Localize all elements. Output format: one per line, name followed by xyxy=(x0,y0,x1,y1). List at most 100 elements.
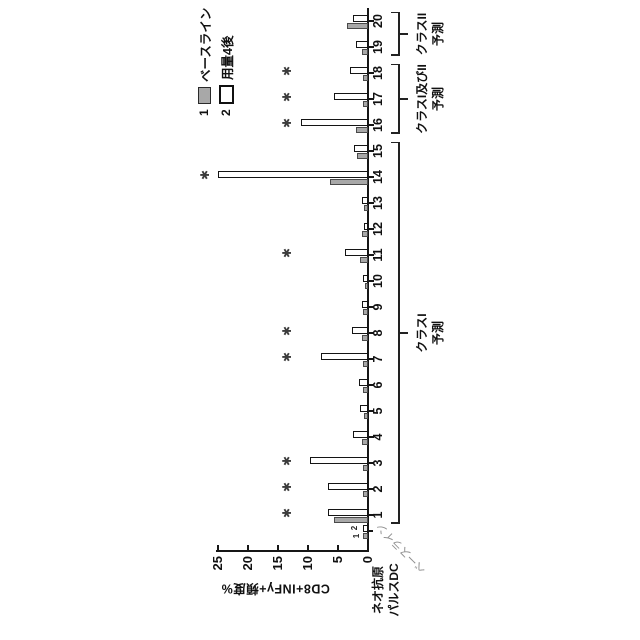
bracket-hook-right xyxy=(391,142,399,144)
bar-baseline-cat5 xyxy=(364,413,368,419)
bracket-hook-left xyxy=(391,132,399,134)
baseline-group-tick xyxy=(369,530,373,532)
bracket-hook-right xyxy=(391,64,399,66)
legend: 1 ベースライン 2 用量4後 xyxy=(193,8,237,116)
bar-dose4-cat5 xyxy=(360,405,368,412)
bar-dose4-cat14 xyxy=(218,171,368,178)
bracket-tip xyxy=(399,98,408,100)
legend-series1-swatch xyxy=(197,87,211,104)
bar-baseline-cat4 xyxy=(362,439,368,445)
bar-dose4-cat3 xyxy=(310,457,368,464)
bar-dose4-cat19 xyxy=(356,41,368,48)
bar-dose4-cat7 xyxy=(321,353,368,360)
significance-star-cat18: ✱ xyxy=(280,65,295,77)
category-tick-label: 20 xyxy=(371,14,385,28)
value-tick-label: 5 xyxy=(330,556,345,564)
bar-baseline-cat19 xyxy=(362,49,368,55)
bar-dose4-cat17 xyxy=(334,93,368,100)
bar-baseline-group-1 xyxy=(363,533,368,539)
bar-baseline-cat18 xyxy=(363,75,368,81)
category-tick-label: 5 xyxy=(371,407,385,415)
bar-baseline-cat12 xyxy=(362,231,368,237)
legend-series2-swatch xyxy=(218,85,234,104)
bar-dose4-cat10 xyxy=(363,275,368,282)
category-tick-label: 10 xyxy=(371,274,385,288)
bar-dose4-cat15 xyxy=(354,145,368,152)
bracket-hook-right xyxy=(391,12,399,14)
significance-star-cat3: ✱ xyxy=(280,455,295,467)
value-tick-label: 25 xyxy=(210,556,225,571)
bracket-label-line1: クラスI xyxy=(415,313,429,353)
y-axis-line xyxy=(216,550,369,552)
significance-star-cat17: ✱ xyxy=(280,91,295,103)
value-tick-label: 0 xyxy=(360,556,375,564)
significance-star-cat2: ✱ xyxy=(280,481,295,493)
legend-series2-number: 2 xyxy=(219,109,233,116)
category-tick-label: 4 xyxy=(371,433,385,441)
bar-dose4-cat1 xyxy=(328,509,368,516)
y-tick xyxy=(337,545,339,550)
significance-star-cat11: ✱ xyxy=(280,247,295,259)
category-tick-label: 9 xyxy=(371,303,385,311)
bar-baseline-cat9 xyxy=(363,309,368,315)
significance-star-cat16: ✱ xyxy=(280,117,295,129)
bar-baseline-cat6 xyxy=(363,387,368,393)
category-tick-label: 15 xyxy=(371,144,385,158)
bar-dose4-cat4 xyxy=(353,431,368,438)
bar-baseline-cat3 xyxy=(363,465,368,471)
significance-star-cat14: ✱ xyxy=(198,169,212,181)
y-tick xyxy=(277,545,279,550)
category-tick-label: 19 xyxy=(371,40,385,54)
bracket-label-line2: 予測 xyxy=(431,22,445,47)
bar-baseline-cat16 xyxy=(356,127,368,133)
bar-baseline-cat8 xyxy=(362,335,368,341)
significance-star-cat7: ✱ xyxy=(280,351,295,363)
category-tick-label: 16 xyxy=(371,118,385,132)
category-tick-label: 11 xyxy=(371,248,385,262)
bar-baseline-cat1 xyxy=(334,517,368,523)
bar-dose4-cat18 xyxy=(350,67,368,74)
legend-row-dose4: 2 用量4後 xyxy=(215,8,237,116)
legend-series1-label: ベースライン xyxy=(198,7,213,82)
y-tick xyxy=(247,545,249,550)
value-tick-label: 15 xyxy=(270,556,285,571)
category-tick-label: 12 xyxy=(371,222,385,236)
bracket-tip xyxy=(399,33,408,35)
bar-dose4-cat11 xyxy=(345,249,368,256)
bracket-hook-left xyxy=(391,522,399,524)
baseline-group-bar2-number: 2 xyxy=(350,525,359,531)
category-tick-label: 13 xyxy=(371,196,385,210)
category-tick-label: 6 xyxy=(371,381,385,389)
category-tick-label: 14 xyxy=(371,170,385,184)
category-tick-label: 17 xyxy=(371,92,385,106)
bar-dose4-cat9 xyxy=(362,301,368,308)
bracket-hook-left xyxy=(391,54,399,56)
value-tick-label: 20 xyxy=(240,556,255,571)
bar-baseline-cat13 xyxy=(364,205,368,211)
bracket-label-line2: 予測 xyxy=(431,321,445,346)
bar-baseline-cat2 xyxy=(363,491,368,497)
bar-baseline-cat11 xyxy=(360,257,368,263)
legend-series1-number: 1 xyxy=(197,109,211,116)
bar-dose4-cat6 xyxy=(359,379,368,386)
bar-dose4-cat2 xyxy=(328,483,368,490)
value-tick-label: 10 xyxy=(300,556,315,571)
bar-baseline-cat10 xyxy=(365,283,368,289)
category-tick-label: 1 xyxy=(371,511,385,519)
legend-row-baseline: 1 ベースライン xyxy=(193,8,215,116)
bar-baseline-cat14 xyxy=(330,179,368,185)
bar-baseline-cat17 xyxy=(363,101,368,107)
bar-baseline-cat15 xyxy=(357,153,368,159)
bracket-tip xyxy=(399,332,408,334)
significance-star-cat1: ✱ xyxy=(280,507,295,519)
y-tick xyxy=(367,545,369,550)
category-tick-label: 8 xyxy=(371,329,385,337)
category-tick-label: 3 xyxy=(371,459,385,467)
category-tick-label: 7 xyxy=(371,355,385,363)
baseline-group-bar1-number: 1 xyxy=(352,533,361,539)
legend-series2-label: 用量4後 xyxy=(220,35,235,80)
bar-dose4-cat12 xyxy=(364,223,368,230)
bar-dose4-cat16 xyxy=(301,119,368,126)
